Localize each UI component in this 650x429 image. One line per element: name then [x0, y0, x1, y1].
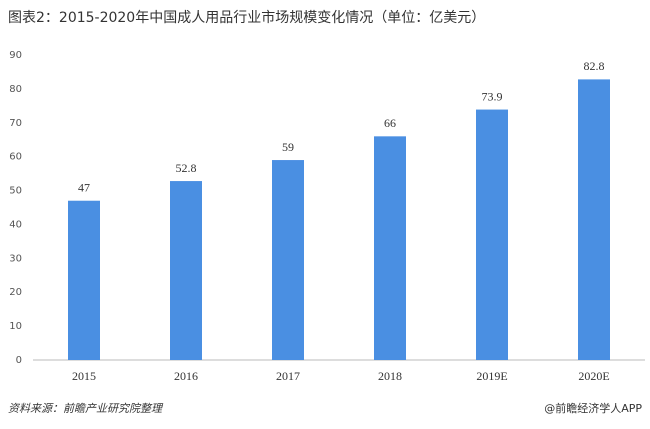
value-label: 52.8 [176, 161, 197, 175]
source-note: 资料来源：前瞻产业研究院整理 [8, 402, 164, 415]
x-tick-label: 2019E [476, 369, 507, 383]
y-tick-label: 90 [9, 50, 22, 61]
y-tick-label: 40 [9, 219, 22, 230]
y-tick-label: 10 [9, 321, 22, 332]
x-tick-label: 2017 [276, 369, 300, 383]
bar [68, 200, 100, 360]
y-tick-label: 60 [9, 152, 22, 163]
x-tick-label: 2020E [578, 369, 609, 383]
value-label: 73.9 [482, 89, 503, 103]
y-tick-label: 0 [16, 355, 22, 366]
y-tick-label: 80 [9, 84, 22, 95]
value-label: 66 [384, 116, 396, 130]
value-label: 47 [78, 180, 90, 194]
bar [272, 160, 304, 360]
y-tick-label: 70 [9, 118, 22, 129]
x-tick-label: 2018 [378, 369, 402, 383]
y-tick-label: 30 [9, 253, 22, 264]
bar [374, 136, 406, 360]
y-tick-label: 20 [9, 287, 22, 298]
credit: @前瞻经济学人APP [544, 401, 642, 415]
bar [476, 109, 508, 360]
bar [578, 79, 610, 361]
x-tick-label: 2015 [72, 369, 96, 383]
value-label: 82.8 [584, 59, 605, 73]
value-label: 59 [282, 140, 294, 154]
bar [170, 181, 202, 360]
y-tick-label: 50 [9, 186, 22, 197]
x-tick-label: 2016 [174, 369, 198, 383]
chart-title: 图表2：2015-2020年中国成人用品行业市场规模变化情况（单位：亿美元） [8, 9, 485, 26]
